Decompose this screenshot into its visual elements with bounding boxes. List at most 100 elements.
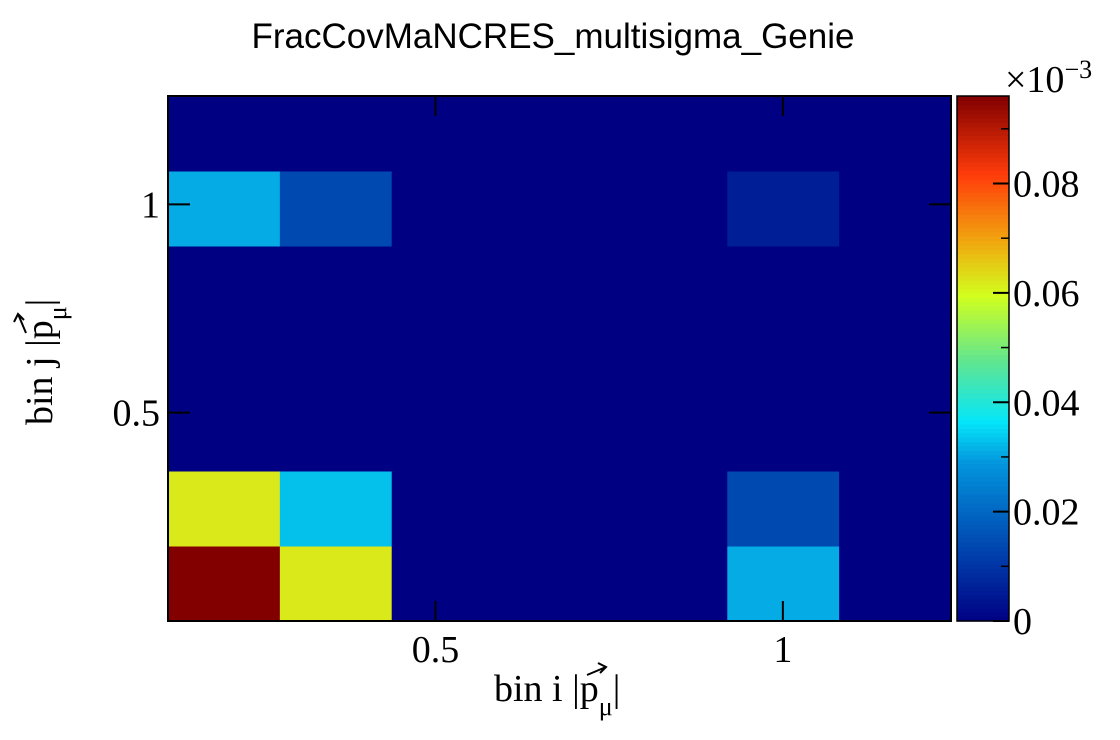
- colorbar-segment: [957, 170, 1009, 176]
- x-axis-label: bin i |pμ|: [494, 662, 620, 721]
- colorbar-segment: [957, 152, 1009, 158]
- colorbar-segment: [957, 122, 1009, 128]
- heatmap-cell: [168, 171, 281, 247]
- colorbar-segment: [957, 371, 1009, 377]
- colorbar-segment: [957, 288, 1009, 294]
- colorbar-segment: [957, 559, 1009, 565]
- colorbar-segment: [957, 520, 1009, 526]
- colorbar-segment: [957, 279, 1009, 285]
- x-axis-label-main: bin i |p: [494, 668, 599, 710]
- colorbar-segment: [957, 603, 1009, 609]
- y-vector-arrow-icon: [13, 312, 27, 334]
- heatmap-cell: [503, 321, 616, 397]
- x-axis-label-tail: |: [613, 668, 621, 710]
- svg-text:bin i |pμ|: bin i |pμ|: [494, 668, 620, 721]
- colorbar-segment: [957, 174, 1009, 180]
- heatmap-cell: [503, 546, 616, 622]
- colorbar-segment: [957, 131, 1009, 136]
- heatmap-cell: [279, 96, 393, 172]
- colorbar-segment: [957, 209, 1009, 215]
- x-tick-label: 0.5: [412, 629, 460, 671]
- colorbar-segment: [957, 507, 1009, 513]
- colorbar-segment: [957, 301, 1009, 307]
- heatmap-cell: [839, 171, 952, 247]
- colorbar-segment: [957, 555, 1009, 561]
- colorbar-segment: [957, 498, 1009, 504]
- colorbar-segment: [957, 310, 1009, 316]
- heatmap-cell: [839, 396, 952, 472]
- colorbar-segment: [957, 616, 1009, 622]
- colorbar-segment: [957, 135, 1009, 141]
- colorbar-segment: [957, 577, 1009, 583]
- heatmap-cell: [168, 396, 281, 472]
- colorbar-segment: [957, 218, 1009, 224]
- heatmap-cell: [615, 96, 728, 172]
- colorbar-segment: [957, 590, 1009, 596]
- heatmap-cell: [727, 321, 840, 397]
- heatmap-cell: [168, 546, 281, 622]
- colorbar-segment: [957, 236, 1009, 241]
- heatmap-cell: [839, 546, 952, 622]
- colorbar-segment: [957, 564, 1009, 570]
- heatmap-cell: [279, 471, 393, 547]
- colorbar-segment: [957, 459, 1009, 465]
- colorbar-segment: [957, 292, 1009, 298]
- colorbar-segment: [957, 249, 1009, 255]
- colorbar-segment: [957, 441, 1009, 447]
- plot-frame: [167, 95, 952, 622]
- heatmap-cell: [839, 96, 952, 172]
- colorbar-segment: [957, 166, 1009, 171]
- colorbar-segment: [957, 481, 1009, 486]
- colorbar-tick-label: 0.08: [1013, 164, 1080, 206]
- heatmap-cell: [615, 546, 728, 622]
- colorbar-segment: [957, 402, 1009, 408]
- colorbar-segment: [957, 266, 1009, 272]
- colorbar-segment: [957, 341, 1009, 346]
- colorbar-segment: [957, 415, 1009, 421]
- colorbar-segment: [957, 612, 1009, 618]
- colorbar-segment: [957, 551, 1009, 556]
- y-tick-label: 0.5: [113, 393, 161, 435]
- colorbar-segment: [957, 144, 1009, 150]
- colorbar-segment: [957, 516, 1009, 521]
- heatmap-cell: [615, 321, 728, 397]
- heatmap-cell: [279, 321, 393, 397]
- heatmap-cell: [279, 171, 393, 247]
- svg-text:bin j |pμ|: bin j |pμ|: [19, 299, 72, 425]
- colorbar-segment: [957, 161, 1009, 167]
- heatmap-cells: [168, 96, 952, 622]
- colorbar-segment: [957, 240, 1009, 246]
- x-axis-label-sub: μ: [599, 692, 613, 721]
- colorbar-segment: [957, 463, 1009, 469]
- heatmap-cell: [615, 396, 728, 472]
- colorbar-tick-label: 0: [1013, 601, 1032, 643]
- heatmap-cell: [727, 471, 840, 547]
- colorbar-segment: [957, 411, 1009, 416]
- colorbar-segment: [957, 336, 1009, 342]
- heatmap-cell: [727, 171, 840, 247]
- y-tick-label: 1: [141, 184, 160, 226]
- colorbar-segment: [957, 542, 1009, 548]
- colorbar-segment: [957, 306, 1009, 311]
- colorbar-segment: [957, 599, 1009, 605]
- colorbar-segment: [957, 489, 1009, 495]
- y-axis-label: bin j |pμ|: [13, 299, 72, 425]
- colorbar-segment: [957, 446, 1009, 451]
- heatmap-cell: [279, 396, 393, 472]
- colorbar: [957, 96, 1009, 622]
- colorbar-segment: [957, 327, 1009, 333]
- colorbar-segment: [957, 380, 1009, 386]
- colorbar-segment: [957, 117, 1009, 123]
- y-axis-ticks: 0.51: [113, 184, 951, 435]
- colorbar-segment: [957, 529, 1009, 535]
- colorbar-segment: [957, 157, 1009, 163]
- colorbar-segment: [957, 231, 1009, 237]
- colorbar-segment: [957, 179, 1009, 185]
- colorbar-segment: [957, 257, 1009, 263]
- heatmap-cell: [839, 321, 952, 397]
- colorbar-segment: [957, 476, 1009, 482]
- colorbar-segment: [957, 432, 1009, 438]
- colorbar-segment: [957, 454, 1009, 460]
- colorbar-segment: [957, 109, 1009, 115]
- colorbar-segment: [957, 568, 1009, 574]
